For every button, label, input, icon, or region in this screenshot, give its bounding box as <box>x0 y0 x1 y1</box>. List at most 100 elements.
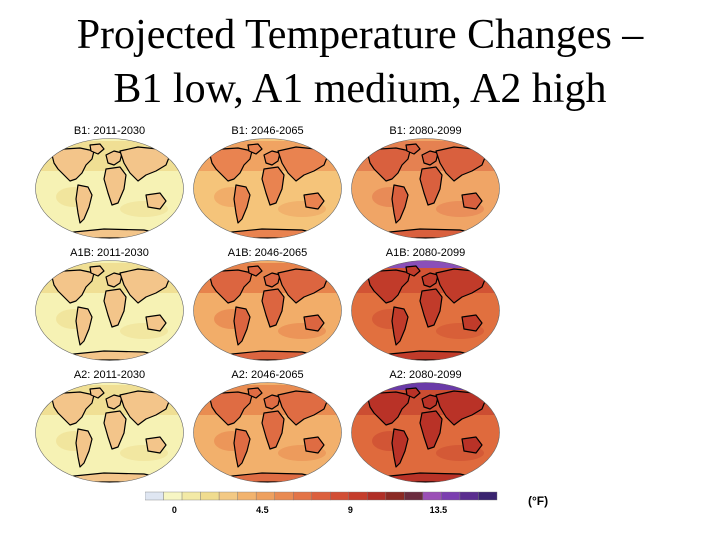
north-america-outline <box>367 269 411 304</box>
europe-outline <box>421 272 439 288</box>
world-map <box>193 382 342 483</box>
map-border <box>351 138 500 239</box>
colorbar-swatch <box>255 491 275 501</box>
asia-outline <box>277 146 329 182</box>
title-line-1: Projected Temperature Changes – <box>76 12 644 58</box>
north-america-outline <box>367 391 411 426</box>
australia-outline <box>303 436 325 454</box>
map-panel-b1-2046: B1: 2046-2065 <box>191 125 344 241</box>
africa-outline <box>103 166 127 206</box>
world-map <box>193 138 342 239</box>
colorbar-tick-label: 9 <box>348 505 353 515</box>
colorbar-tick-label: 4.5 <box>256 505 269 515</box>
africa-outline <box>103 410 127 450</box>
north-america-outline <box>209 147 253 182</box>
greenland-outline <box>89 387 105 399</box>
map-label: A2: 2046-2065 <box>231 369 304 381</box>
map-fill <box>351 260 500 361</box>
asia-outline <box>277 268 329 304</box>
map-label: A1B: 2046-2065 <box>227 247 308 259</box>
map-grid: B1: 2011-2030 B1: 2046-2065 B1: 2080-209… <box>33 125 503 495</box>
europe-outline <box>105 150 123 166</box>
colorbar-swatch <box>330 491 349 501</box>
map-panel-a2-2046: A2: 2046-2065 <box>191 369 344 485</box>
africa-outline <box>261 410 285 450</box>
map-border <box>35 382 184 483</box>
australia-outline <box>461 314 483 332</box>
title-line-2: B1 low, A1 medium, A2 high <box>113 66 607 112</box>
australia-outline <box>461 192 483 210</box>
map-panel-a1b-2080: A1B: 2080-2099 <box>349 247 502 363</box>
map-border <box>35 260 184 361</box>
map-label: A1B: 2080-2099 <box>385 247 466 259</box>
australia-outline <box>461 436 483 454</box>
map-border <box>193 138 342 239</box>
colorbar-swatch <box>459 491 479 501</box>
asia-outline <box>119 390 171 426</box>
south-america-outline <box>233 428 251 468</box>
world-map <box>193 260 342 361</box>
map-fill <box>35 260 184 361</box>
map-panel-b1-2011: B1: 2011-2030 <box>33 125 186 241</box>
europe-outline <box>263 272 281 288</box>
colorbar-swatch <box>293 491 312 501</box>
colorbar-swatch <box>200 491 220 501</box>
map-label: B1: 2080-2099 <box>389 125 462 137</box>
colorbar-swatch <box>237 491 257 501</box>
map-label: A2: 2011-2030 <box>73 369 146 381</box>
colorbar-swatch <box>478 491 498 501</box>
asia-outline <box>119 268 171 304</box>
australia-outline <box>303 314 325 332</box>
world-map <box>35 382 184 483</box>
map-label: A1B: 2011-2030 <box>70 247 149 259</box>
world-map <box>35 138 184 239</box>
europe-outline <box>263 394 281 410</box>
map-panel-b1-2080: B1: 2080-2099 <box>349 125 502 241</box>
south-america-outline <box>391 184 409 224</box>
map-fill <box>351 382 500 483</box>
greenland-outline <box>405 387 421 399</box>
colorbar-swatch <box>385 491 405 501</box>
map-border <box>35 138 184 239</box>
colorbar-tick-label: 0 <box>172 505 177 515</box>
south-america-outline <box>233 184 251 224</box>
asia-outline <box>435 390 487 426</box>
map-border <box>351 260 500 361</box>
north-america-outline <box>51 269 95 304</box>
arctic-extreme-band <box>351 382 500 390</box>
map-fill <box>35 138 184 239</box>
africa-outline <box>261 288 285 328</box>
map-fill <box>35 382 184 483</box>
colorbar-swatch <box>422 491 442 501</box>
map-label: B1: 2046-2065 <box>231 125 304 137</box>
colorbar-swatch <box>348 491 368 501</box>
map-label: B1: 2011-2030 <box>73 125 146 137</box>
arctic-extreme-band <box>351 260 500 268</box>
south-america-outline <box>391 428 409 468</box>
greenland-outline <box>405 143 421 155</box>
greenland-outline <box>89 143 105 155</box>
colorbar-swatch <box>145 491 164 501</box>
south-america-outline <box>75 428 93 468</box>
map-border <box>193 260 342 361</box>
colorbar-swatch <box>163 491 183 501</box>
slide-title: Projected Temperature Changes – B1 low, … <box>0 8 720 116</box>
world-map <box>351 382 500 483</box>
australia-outline <box>145 192 167 210</box>
asia-outline <box>119 146 171 182</box>
africa-outline <box>103 288 127 328</box>
greenland-outline <box>89 265 105 277</box>
map-border <box>193 382 342 483</box>
asia-outline <box>435 146 487 182</box>
colorbar-swatch <box>181 491 201 501</box>
north-america-outline <box>209 269 253 304</box>
map-fill <box>193 138 342 239</box>
world-map <box>351 138 500 239</box>
colorbar-swatch <box>367 491 387 501</box>
south-america-outline <box>75 306 93 346</box>
colorbar-tick-label: 13.5 <box>430 505 448 515</box>
australia-outline <box>145 314 167 332</box>
south-america-outline <box>391 306 409 346</box>
world-map <box>351 260 500 361</box>
map-fill <box>193 260 342 361</box>
